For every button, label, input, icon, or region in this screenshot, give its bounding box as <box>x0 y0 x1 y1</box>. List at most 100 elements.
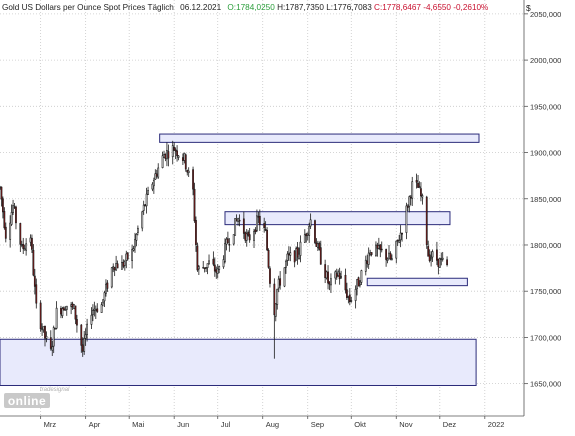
candle-body <box>132 248 135 251</box>
candle-body <box>298 253 300 259</box>
candle-body <box>289 252 292 256</box>
candle-body <box>226 238 229 244</box>
x-tick-label: 2022 <box>488 420 505 429</box>
candle-body <box>33 275 36 287</box>
candle-body <box>106 282 109 289</box>
candle-body <box>152 180 155 187</box>
candle-body <box>100 304 103 313</box>
candle-body <box>145 193 148 207</box>
candle-body <box>163 154 165 158</box>
candle-body <box>430 256 433 260</box>
high-value: H:1787,7350 <box>277 3 324 12</box>
candle-body <box>31 237 33 250</box>
candle-body <box>91 310 94 315</box>
candle-body <box>279 278 282 286</box>
candle-body <box>441 257 444 260</box>
y-tick-label: 2000,000 <box>530 56 561 65</box>
candle-body <box>238 219 241 222</box>
candle-body <box>224 243 226 262</box>
candle-body <box>389 253 392 260</box>
candle-body <box>440 258 443 260</box>
candle-body <box>71 303 74 308</box>
candle-body <box>42 326 45 331</box>
candle-body <box>337 271 340 277</box>
symbol-name: Gold US Dollars per Ounce Spot Prices Tä… <box>2 3 174 12</box>
candle-body <box>184 154 187 170</box>
candle-body <box>398 240 401 243</box>
grid <box>0 0 524 416</box>
candle-body <box>39 302 42 330</box>
candle-body <box>411 181 414 199</box>
x-tick-label: Sep <box>311 420 324 429</box>
candle-body <box>74 305 77 320</box>
candle-body <box>254 229 257 232</box>
candle-body <box>283 267 286 287</box>
candle-body <box>122 261 125 267</box>
candle-body <box>84 334 87 339</box>
candle-body <box>161 155 164 168</box>
candle-body <box>35 284 38 304</box>
candle-body <box>76 319 78 326</box>
candle-body <box>245 233 248 241</box>
candle-body <box>60 307 62 315</box>
candle-body <box>212 258 215 265</box>
zone-rect <box>159 133 480 143</box>
candle-body <box>116 263 119 269</box>
x-tick-label: Apr <box>89 420 101 429</box>
candle-body <box>256 215 258 231</box>
candle-body <box>305 233 308 237</box>
candle-body <box>4 226 7 239</box>
candle-body <box>103 292 106 302</box>
candle-body <box>147 190 149 195</box>
candle-body <box>136 227 139 233</box>
x-tick-label: Mrz <box>44 420 57 429</box>
candle-body <box>23 248 26 251</box>
y-tick-label: 1650,000 <box>530 380 561 389</box>
candle-body <box>13 206 16 208</box>
candle-body <box>164 153 167 159</box>
candle-body <box>155 173 158 177</box>
candle-body <box>377 245 380 249</box>
candle-body <box>86 323 88 335</box>
candle-body <box>174 149 177 152</box>
candle-body <box>431 251 434 258</box>
candle-body <box>347 296 350 298</box>
candle-body <box>436 249 438 261</box>
candle-body <box>350 300 353 302</box>
candle-body <box>131 249 133 261</box>
candle-body <box>253 231 255 241</box>
candle-body <box>375 244 377 256</box>
zone-rect <box>224 211 451 226</box>
candle-body <box>409 196 412 199</box>
candle-body <box>73 304 75 309</box>
zones <box>0 133 480 386</box>
candle-body <box>32 249 35 276</box>
candle-body <box>356 279 358 289</box>
currency-label: $ <box>526 3 531 13</box>
candle-body <box>340 276 343 279</box>
candle-body <box>61 308 64 317</box>
watermark-logo: tradesignal online <box>4 387 70 408</box>
candle-body <box>376 244 379 249</box>
candle-body <box>0 186 1 188</box>
candle-body <box>44 325 46 339</box>
candle-body <box>287 253 290 256</box>
change-percent: -0,2610% <box>453 3 489 12</box>
quote-date: 06.12.2021 <box>180 3 222 12</box>
y-tick-label: 2050,000 <box>530 10 561 19</box>
candle-body <box>296 247 299 258</box>
candle-body <box>437 258 440 267</box>
x-tick-label: Mai <box>132 420 144 429</box>
candle-body <box>45 336 48 339</box>
candle-body <box>348 294 351 302</box>
zone-rect <box>366 277 468 287</box>
candle-body <box>399 232 402 241</box>
candle-body <box>405 205 408 233</box>
candle-body <box>215 269 218 273</box>
candle-body <box>202 267 205 269</box>
candle-body <box>325 271 328 279</box>
candle-body <box>52 327 55 347</box>
candle-body <box>2 198 4 213</box>
candle-body <box>344 274 347 291</box>
